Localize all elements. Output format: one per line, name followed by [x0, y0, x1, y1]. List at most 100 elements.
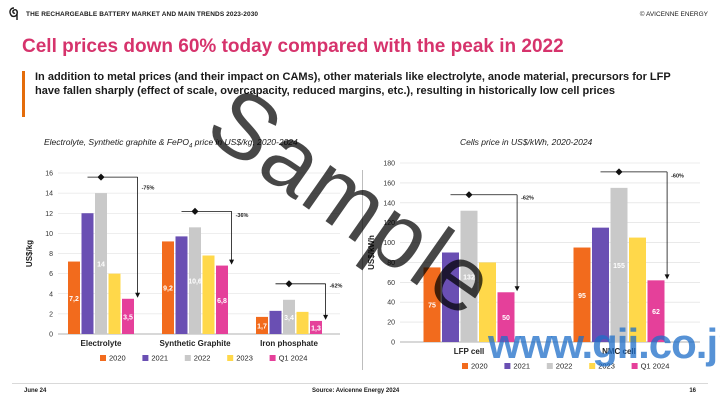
bar-nmc-cell-2023	[629, 237, 646, 342]
bar-iron-phosphate-2020	[256, 316, 268, 334]
company-name: © AVICENNE ENERGY	[639, 11, 708, 18]
data-label: 1,3	[311, 325, 321, 332]
y-axis-label: US$/kWh	[367, 235, 376, 270]
data-label: 132	[463, 274, 475, 281]
decline-annotation: -60%	[671, 173, 684, 179]
bar-electrolyte-2023	[108, 273, 121, 334]
y-tick-label: 120	[383, 220, 395, 227]
legend-entry: Q1 2024	[641, 362, 670, 371]
legend-swatch	[462, 363, 468, 369]
y-tick-label: 80	[387, 260, 395, 267]
y-tick-label: 60	[387, 280, 395, 287]
y-tick-label: 8	[49, 251, 53, 258]
y-tick-label: 4	[49, 291, 53, 298]
bar-lfp-cell-2023	[479, 262, 496, 342]
bar-synthetic-graphite-2020	[162, 241, 174, 334]
bar-synthetic-graphite-2021	[175, 236, 188, 334]
data-label: 50	[502, 315, 510, 322]
legend-swatch	[546, 363, 553, 369]
data-label: 3,5	[123, 314, 133, 321]
legend-entry: 2020	[109, 354, 126, 363]
x-tick-label: Electrolyte	[81, 339, 122, 348]
bar-lfp-cell-q1-2024	[497, 292, 515, 342]
intro-text: In addition to metal prices (and their i…	[35, 71, 671, 97]
y-tick-label: 12	[45, 211, 53, 218]
bar-iron-phosphate-2023	[296, 311, 309, 334]
bar-electrolyte-q1-2024	[122, 298, 134, 334]
decline-arrow-icon	[514, 286, 520, 292]
decline-annotation: -75%	[142, 185, 155, 191]
bar-iron-phosphate-2022	[283, 299, 295, 334]
legend-swatch	[227, 355, 234, 361]
legend-swatch	[504, 363, 511, 369]
data-label: 1,7	[257, 323, 267, 330]
bar-nmc-cell-q1-2024	[647, 280, 665, 342]
chart-1: 0 2 4 6 8 10 12 14 16 US$/kg 7,2 14 3,5 Electrolyte -7…	[25, 171, 343, 363]
bar-lfp-cell-2022	[460, 210, 478, 342]
legend-swatch	[100, 355, 106, 361]
legend-swatch	[589, 363, 596, 369]
bar-electrolyte-2022	[95, 193, 107, 334]
y-tick-label: 6	[49, 271, 53, 278]
x-tick-label: NMC cell	[602, 347, 636, 356]
bar-nmc-cell-2021	[592, 227, 609, 342]
legend-entry: 2022	[556, 362, 573, 371]
chart-1-title: Electrolyte, Synthetic graphite & FePO4 …	[44, 137, 298, 150]
chart-2: 0 20 40 60 80 100 120 140 160 180 US$/kWh 75 132 50 LF…	[367, 161, 700, 371]
bar-electrolyte-2021	[81, 213, 94, 334]
data-label: 10,6	[188, 279, 202, 286]
accent-bar	[22, 71, 25, 117]
bar-lfp-cell-2020	[423, 267, 441, 342]
watermark-url: www.gii.co.jp	[488, 320, 720, 367]
x-tick-label: Iron phosphate	[260, 339, 318, 348]
legend-swatch	[631, 363, 638, 369]
peak-marker-icon	[465, 191, 473, 199]
legend-entry: 2021	[151, 354, 168, 363]
y-tick-label: 10	[45, 231, 53, 238]
data-label: 75	[428, 303, 436, 310]
footer-source: Source: Avicenne Energy 2024	[312, 388, 400, 394]
legend-entry: 2020	[471, 362, 488, 371]
page-title: Cell prices down 60% today compared with…	[22, 36, 564, 57]
decline-annotation: -36%	[236, 213, 249, 219]
bar-iron-phosphate-2021	[269, 310, 282, 334]
y-tick-label: 140	[383, 200, 395, 207]
bar-iron-phosphate-q1-2024	[310, 320, 322, 334]
legend-entry: 2023	[598, 362, 615, 371]
peak-marker-icon	[97, 173, 105, 181]
chart-2-title: Cells price in US$/kWh, 2020-2024	[460, 137, 593, 147]
y-tick-label: 100	[383, 240, 395, 247]
y-tick-label: 160	[383, 180, 395, 187]
decline-annotation: -62%	[521, 196, 534, 202]
data-label: 95	[578, 293, 586, 300]
legend-entry: 2023	[236, 354, 253, 363]
data-label: 3,4	[284, 315, 294, 322]
x-tick-label: Synthetic Graphite	[159, 339, 231, 348]
page-number: 16	[689, 388, 696, 394]
y-tick-label: 20	[387, 320, 395, 327]
chart-divider	[362, 170, 363, 370]
y-tick-label: 16	[45, 171, 53, 178]
footer-divider	[12, 383, 708, 384]
bar-synthetic-graphite-q1-2024	[216, 265, 228, 334]
decline-arrow-icon	[323, 314, 329, 320]
legend-entry: Q1 2024	[279, 354, 308, 363]
bar-synthetic-graphite-2023	[202, 255, 215, 334]
x-tick-label: LFP cell	[454, 347, 485, 356]
legend-entry: 2021	[513, 362, 530, 371]
data-label: 14	[97, 262, 105, 269]
legend-swatch	[142, 355, 149, 361]
y-tick-label: 180	[383, 161, 395, 168]
bar-electrolyte-2020	[68, 261, 80, 334]
footer-date: June 24	[24, 388, 47, 394]
decline-annotation: -62%	[330, 284, 343, 290]
bar-nmc-cell-2022	[610, 187, 628, 342]
y-tick-label: 14	[45, 191, 53, 198]
bar-nmc-cell-2020	[573, 247, 591, 342]
y-tick-label: 0	[391, 340, 395, 347]
peak-marker-icon	[191, 207, 199, 215]
data-label: 155	[613, 263, 625, 270]
avicenne-logo-icon	[9, 7, 18, 20]
data-label: 62	[652, 309, 660, 316]
bar-lfp-cell-2021	[442, 252, 459, 342]
